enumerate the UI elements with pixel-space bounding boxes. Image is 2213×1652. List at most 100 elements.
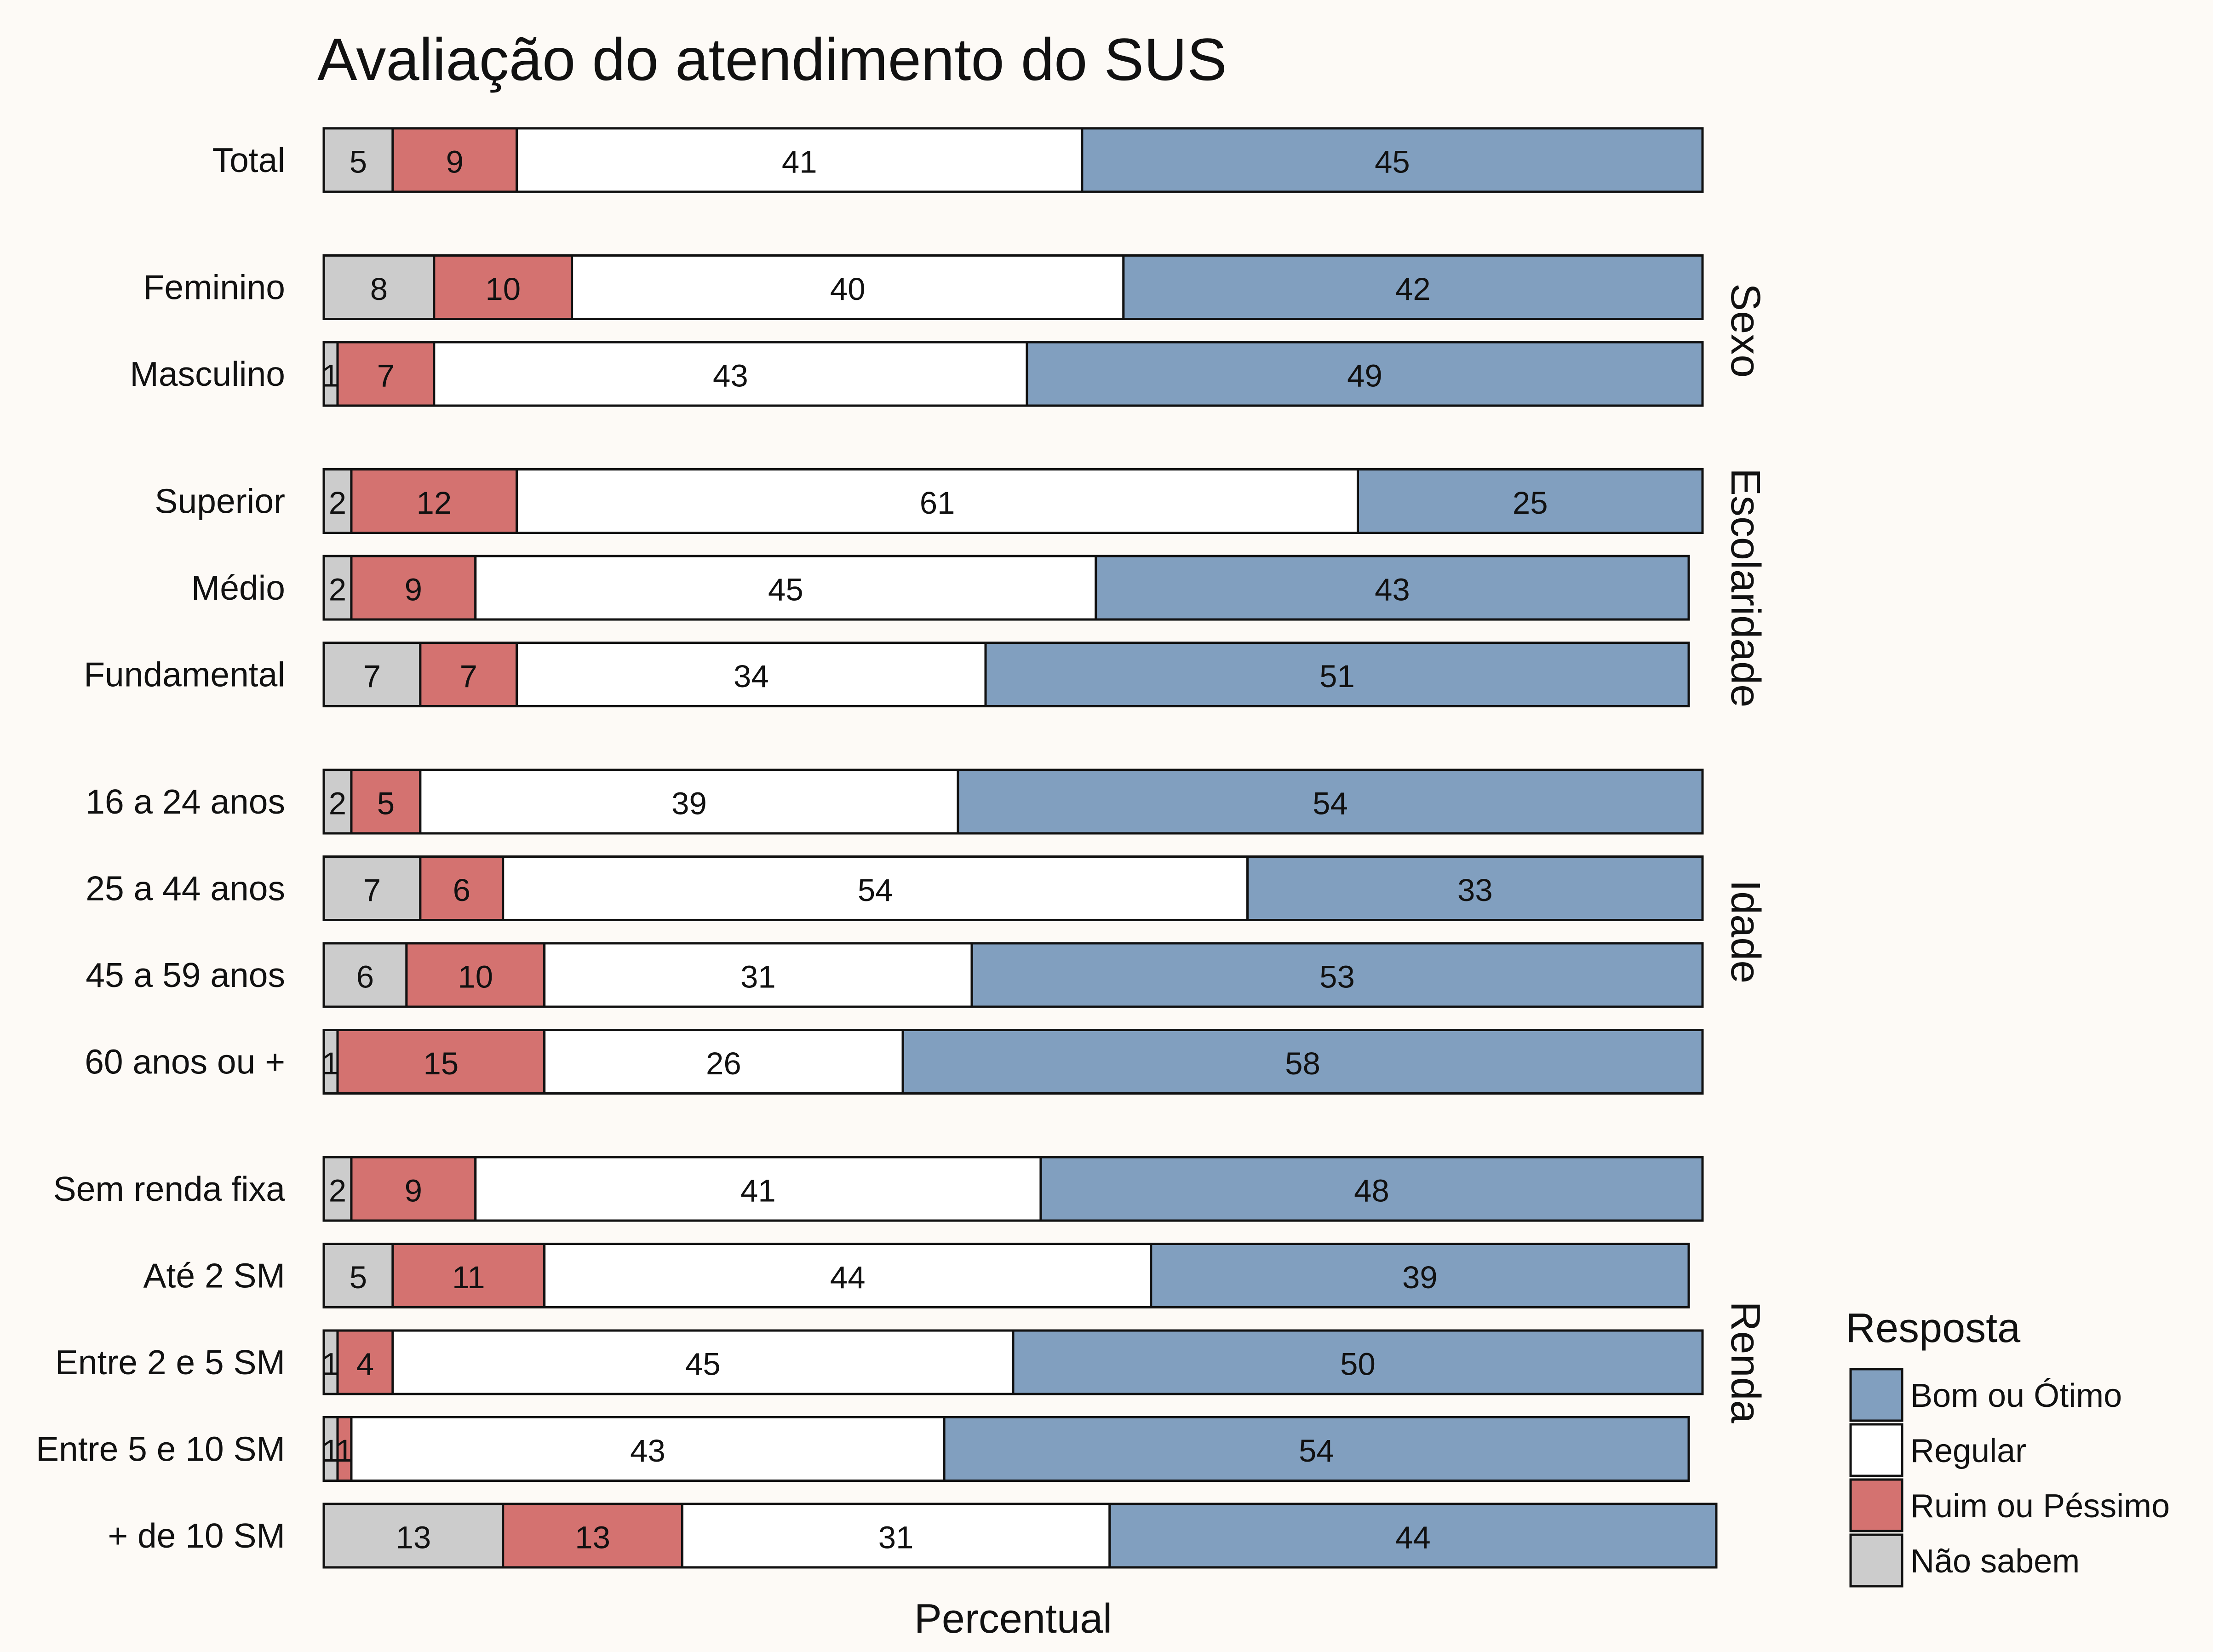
data-label-masculino-ruim-ou-pessimo: 7 [377, 358, 395, 394]
bar-row-60-anos-ou: 1 15 26 58 [322, 1029, 1704, 1095]
data-label-fundamental-nao-sabem: 7 [363, 659, 381, 694]
data-label-entre-2-e-5-sm-regular: 45 [685, 1347, 721, 1382]
bar-segment-feminino-ruim-ou-pessimo [433, 254, 573, 320]
bar-segment-de-10-sm-nao-sabem [322, 1503, 505, 1569]
bar-segment-entre-5-e-10-sm-ruim-ou-pessimo [336, 1416, 353, 1482]
bar-segment-60-anos-ou-bom-ou-otimo [901, 1029, 1704, 1095]
bar-segment-25-a-44-anos-bom-ou-otimo [1246, 855, 1704, 921]
bar-row-de-10-sm: 13 13 31 44 [322, 1503, 1718, 1569]
legend-label-ruim-ou-pessimo: Ruim ou Péssimo [1910, 1488, 2170, 1525]
bar-segment-superior-ruim-ou-pessimo [350, 468, 518, 534]
data-label-45-a-59-anos-bom-ou-otimo: 53 [1319, 959, 1355, 995]
legend-label-nao-sabem: Não sabem [1910, 1543, 2080, 1580]
data-label-25-a-44-anos-bom-ou-otimo: 33 [1457, 872, 1493, 908]
data-label-entre-2-e-5-sm-ruim-ou-pessimo: 4 [356, 1347, 374, 1382]
bar-segment-ate-2-sm-bom-ou-otimo [1150, 1243, 1690, 1308]
bar-segment-feminino-bom-ou-otimo [1122, 254, 1704, 320]
bar-segment-entre-2-e-5-sm-regular [391, 1329, 1015, 1395]
data-label-60-anos-ou-bom-ou-otimo: 58 [1285, 1046, 1320, 1081]
bar-segment-60-anos-ou-ruim-ou-pessimo [336, 1029, 546, 1095]
bar-segment-masculino-regular [433, 341, 1028, 407]
data-label-superior-bom-ou-otimo: 25 [1513, 485, 1548, 521]
data-label-feminino-nao-sabem: 8 [370, 271, 388, 307]
bar-segment-sem-renda-fixa-regular [474, 1156, 1042, 1222]
bar-row-sem-renda-fixa: 2 9 41 48 [322, 1156, 1704, 1222]
bar-segment-entre-2-e-5-sm-bom-ou-otimo [1012, 1329, 1704, 1395]
data-label-entre-2-e-5-sm-bom-ou-otimo: 50 [1340, 1347, 1376, 1382]
data-label-16-a-24-anos-regular: 39 [671, 786, 707, 821]
bar-segment-entre-5-e-10-sm-regular [350, 1416, 946, 1482]
bar-segment-45-a-59-anos-nao-sabem [322, 942, 408, 1008]
data-label-medio-ruim-ou-pessimo: 9 [405, 572, 422, 608]
data-label-medio-bom-ou-otimo: 43 [1375, 572, 1410, 608]
data-label-medio-regular: 45 [768, 572, 803, 608]
bar-segment-entre-2-e-5-sm-nao-sabem [322, 1329, 339, 1395]
data-label-feminino-regular: 40 [830, 271, 866, 307]
bars-layer: 5 9 41 458 10 40 421 7 43 492 12 61 252 9 45 437 7 34 512 5… [322, 127, 1718, 1569]
facet-labels-layer: Sexo Escolaridade Idade Renda [1722, 283, 1768, 1423]
bar-segment-total-ruim-ou-pessimo [391, 127, 518, 193]
data-label-feminino-bom-ou-otimo: 42 [1395, 271, 1431, 307]
row-label-ate-2-sm: Até 2 SM [143, 1256, 285, 1295]
row-label-feminino: Feminino [143, 268, 285, 307]
data-label-masculino-bom-ou-otimo: 49 [1347, 358, 1382, 394]
data-label-total-bom-ou-otimo: 45 [1375, 144, 1410, 180]
bar-segment-total-nao-sabem [322, 127, 394, 193]
data-label-sem-renda-fixa-regular: 41 [740, 1173, 776, 1209]
legend-label-regular: Regular [1910, 1433, 2026, 1469]
bar-row-superior: 2 12 61 25 [322, 468, 1704, 534]
bar-segment-feminino-nao-sabem [322, 254, 436, 320]
data-label-masculino-regular: 43 [713, 358, 748, 394]
bar-segment-sem-renda-fixa-bom-ou-otimo [1039, 1156, 1704, 1222]
data-label-sem-renda-fixa-nao-sabem: 2 [329, 1173, 346, 1209]
row-label-45-a-59-anos: 45 a 59 anos [86, 956, 285, 994]
bar-segment-sem-renda-fixa-ruim-ou-pessimo [350, 1156, 477, 1222]
bar-segment-fundamental-ruim-ou-pessimo [419, 642, 518, 707]
data-label-entre-5-e-10-sm-regular: 43 [630, 1433, 665, 1468]
data-label-ate-2-sm-bom-ou-otimo: 39 [1402, 1260, 1438, 1295]
data-label-total-regular: 41 [782, 144, 817, 180]
data-label-25-a-44-anos-regular: 54 [858, 872, 893, 908]
bar-segment-masculino-ruim-ou-pessimo [336, 341, 436, 407]
bar-segment-medio-bom-ou-otimo [1095, 555, 1690, 621]
row-label-masculino: Masculino [130, 355, 285, 393]
bar-row-feminino: 8 10 40 42 [322, 254, 1704, 320]
bar-row-45-a-59-anos: 6 10 31 53 [322, 942, 1704, 1008]
bar-segment-masculino-nao-sabem [322, 341, 339, 407]
facet-label-sexo: Sexo [1722, 283, 1768, 378]
data-label-de-10-sm-nao-sabem: 13 [396, 1520, 431, 1555]
data-label-60-anos-ou-regular: 26 [706, 1046, 741, 1081]
bar-row-masculino: 1 7 43 49 [322, 341, 1704, 407]
bar-segment-sem-renda-fixa-nao-sabem [322, 1156, 353, 1222]
row-label-entre-2-e-5-sm: Entre 2 e 5 SM [55, 1343, 285, 1382]
data-label-superior-regular: 61 [920, 485, 955, 521]
row-label-fundamental: Fundamental [84, 655, 285, 694]
data-label-superior-ruim-ou-pessimo: 12 [416, 485, 452, 521]
bar-segment-superior-regular [516, 468, 1359, 534]
facet-label-escolaridade: Escolaridade [1722, 468, 1768, 707]
legend-title: Resposta [1846, 1305, 2021, 1351]
row-label-entre-5-e-10-sm: Entre 5 e 10 SM [36, 1430, 285, 1468]
bar-segment-25-a-44-anos-ruim-ou-pessimo [419, 855, 505, 921]
row-label-de-10-sm: + de 10 SM [108, 1516, 285, 1555]
bar-segment-16-a-24-anos-ruim-ou-pessimo [350, 769, 422, 835]
bar-segment-total-regular [516, 127, 1084, 193]
bar-row-25-a-44-anos: 7 6 54 33 [322, 855, 1704, 921]
row-label-25-a-44-anos: 25 a 44 anos [86, 869, 285, 908]
bar-segment-45-a-59-anos-bom-ou-otimo [970, 942, 1704, 1008]
row-labels-layer: Total Feminino Masculino Superior Médio Funda… [36, 141, 285, 1555]
bar-segment-ate-2-sm-regular [543, 1243, 1152, 1308]
data-label-ate-2-sm-regular: 44 [830, 1260, 866, 1295]
data-label-total-nao-sabem: 5 [350, 144, 367, 180]
data-label-sem-renda-fixa-ruim-ou-pessimo: 9 [405, 1173, 422, 1209]
data-label-feminino-ruim-ou-pessimo: 10 [485, 271, 521, 307]
bar-segment-25-a-44-anos-regular [502, 855, 1249, 921]
legend: Resposta Bom ou Ótimo Regular Ruim ou Péss… [1846, 1305, 2170, 1588]
bar-segment-superior-bom-ou-otimo [1357, 468, 1704, 534]
row-label-16-a-24-anos: 16 a 24 anos [86, 782, 285, 821]
data-label-ate-2-sm-nao-sabem: 5 [350, 1260, 367, 1295]
facet-label-idade: Idade [1722, 880, 1768, 983]
legend-label-bom-ou-otimo: Bom ou Ótimo [1910, 1377, 2122, 1414]
